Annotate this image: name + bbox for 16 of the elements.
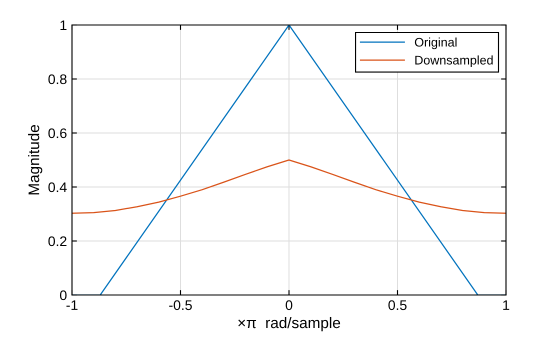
y-axis-title: Magnitude <box>28 125 42 194</box>
y-tick-label: 0.4 <box>48 182 67 192</box>
y-tick-label: 1 <box>60 20 66 30</box>
x-tick-label: 0.5 <box>388 300 407 310</box>
y-tick-label: 0.8 <box>48 74 67 84</box>
x-tick-label: 1 <box>503 300 510 310</box>
y-tick-label: 0 <box>60 290 67 300</box>
x-tick-label: 0 <box>286 300 292 310</box>
x-tick-label: -0.5 <box>169 300 192 310</box>
y-tick-label: 0.2 <box>48 236 66 246</box>
x-axis-title: ×π rad/sample <box>238 316 340 332</box>
legend-label: Original <box>414 38 457 50</box>
line-series <box>72 159 506 214</box>
x-tick-label: -1 <box>66 300 78 310</box>
y-tick-label: 0.6 <box>48 128 67 138</box>
legend-label: Downsampled <box>415 55 493 68</box>
